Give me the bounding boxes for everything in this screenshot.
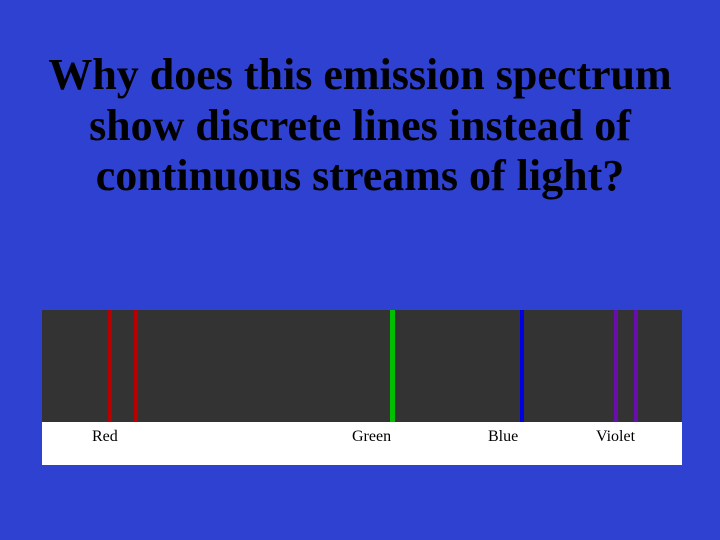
label-blue: Blue <box>488 428 518 446</box>
label-green: Green <box>352 428 391 446</box>
spectrum-container: Red Green Blue Violet <box>42 310 682 465</box>
green-line <box>390 310 395 422</box>
slide: Why does this emission spectrum show dis… <box>0 0 720 540</box>
blue-line <box>520 310 524 422</box>
label-red: Red <box>92 428 118 446</box>
spectrum-labels: Red Green Blue Violet <box>42 428 682 463</box>
red-line-2 <box>134 310 138 422</box>
slide-title: Why does this emission spectrum show dis… <box>40 50 680 202</box>
violet-line-1 <box>614 310 618 422</box>
red-line-1 <box>108 310 112 422</box>
label-violet: Violet <box>596 428 635 446</box>
violet-line-2 <box>634 310 638 422</box>
spectrum-band <box>42 310 682 422</box>
